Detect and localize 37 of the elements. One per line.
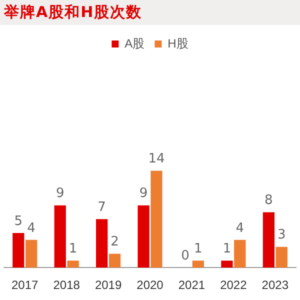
bar [108, 254, 121, 268]
bar [150, 170, 162, 268]
bar [262, 212, 274, 268]
bar [26, 240, 38, 268]
x-tick-label: 2021 [178, 278, 206, 292]
data-label: 8 [264, 193, 273, 208]
data-label: 5 [14, 214, 23, 229]
legend-label: A股 [124, 36, 145, 50]
bar [192, 260, 204, 268]
bar [67, 260, 79, 268]
data-label: 14 [148, 152, 165, 167]
bar [234, 240, 246, 268]
data-label: 4 [236, 220, 244, 236]
bar [276, 246, 288, 268]
x-tick-label: 2023 [262, 278, 289, 292]
bar [221, 260, 233, 268]
data-label: 2 [110, 234, 119, 250]
data-label: 1 [68, 242, 78, 257]
x-tick-label: 2020 [136, 278, 164, 292]
data-label: 9 [56, 186, 64, 202]
x-tick-label: 2018 [53, 278, 80, 292]
x-tick-label: 2017 [12, 278, 39, 292]
data-label: 7 [98, 200, 106, 216]
data-label: 1 [194, 242, 202, 257]
bar [54, 205, 66, 268]
bar [138, 205, 150, 268]
data-label: 4 [27, 220, 36, 236]
bar [12, 233, 24, 268]
x-tick-label: 2022 [220, 278, 248, 292]
legend-label: H股 [168, 36, 188, 50]
data-label: 9 [139, 186, 148, 202]
chart-title: 举牌A股和H股次数 [4, 3, 142, 22]
data-label: 0 [181, 248, 190, 264]
data-label: 3 [277, 228, 286, 243]
data-label: 1 [222, 242, 232, 257]
bar [96, 219, 108, 268]
x-tick-label: 2019 [94, 278, 122, 292]
